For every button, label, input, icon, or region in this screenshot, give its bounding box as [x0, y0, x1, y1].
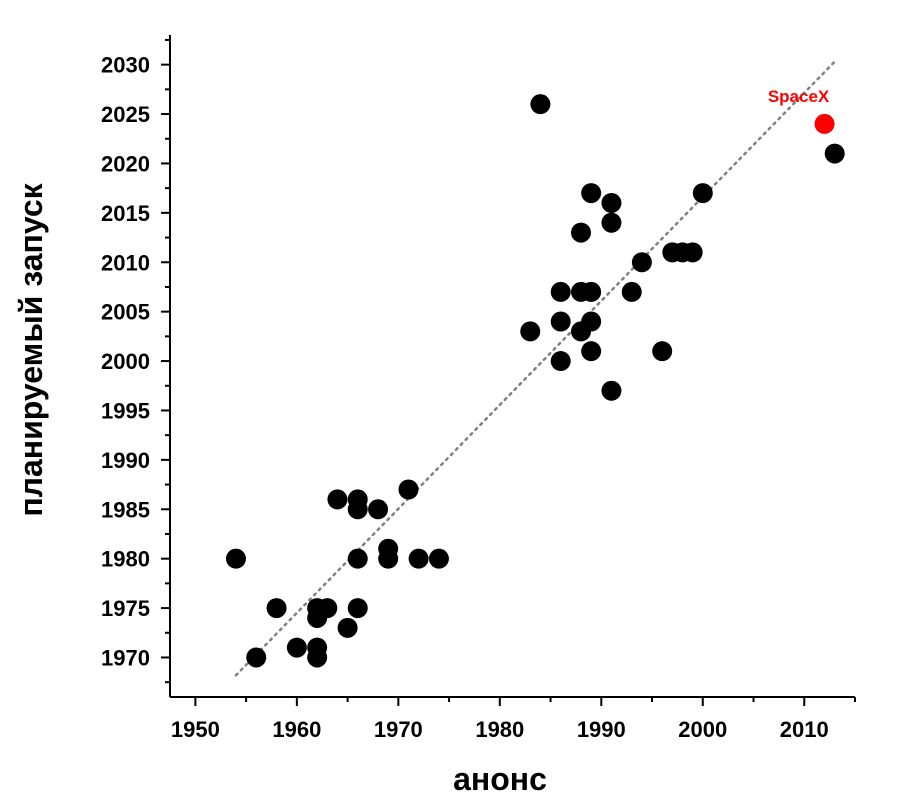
y-tick-label: 2030: [101, 53, 150, 78]
data-point: [692, 183, 713, 204]
y-tick-label: 2015: [101, 201, 150, 226]
data-point: [621, 281, 642, 302]
data-point: [652, 341, 673, 362]
y-tick-label: 1975: [101, 596, 150, 621]
data-point: [601, 380, 622, 401]
data-point: [225, 548, 246, 569]
x-tick-label: 2010: [780, 717, 829, 742]
y-tick-label: 2000: [101, 349, 150, 374]
data-point: [347, 499, 368, 520]
data-point: [398, 479, 419, 500]
y-tick-label: 2010: [101, 250, 150, 275]
data-point: [581, 341, 602, 362]
x-tick-label: 1970: [374, 717, 423, 742]
data-point: [286, 637, 307, 658]
data-point: [347, 548, 368, 569]
y-axis-title: планируемый запуск: [13, 182, 49, 516]
y-tick-label: 1995: [101, 398, 150, 423]
x-axis-title: анонс: [453, 761, 547, 797]
data-point: [327, 489, 348, 510]
trend-line-group: [234, 60, 836, 677]
data-point: [824, 143, 845, 164]
spacex-label: SpaceX: [768, 87, 830, 106]
data-point: [581, 311, 602, 332]
y-axis-ticks: 1970 1975 1980 1985 1990 1995 2000 2005 2010 2015…: [101, 38, 170, 684]
x-tick-label: 1950: [171, 717, 220, 742]
y-tick-label: 1980: [101, 547, 150, 572]
data-point: [378, 548, 399, 569]
data-point: [550, 311, 571, 332]
spacex-point: [814, 113, 835, 134]
y-tick-label: 1985: [101, 497, 150, 522]
y-tick-label: 1970: [101, 645, 150, 670]
data-point: [571, 222, 591, 243]
x-tick-label: 1990: [577, 717, 626, 742]
data-point: [520, 321, 541, 342]
y-tick-label: 2025: [101, 102, 150, 127]
plot-frame: [169, 35, 855, 698]
data-point: [682, 242, 703, 263]
x-tick-label: 1980: [475, 717, 524, 742]
data-point: [317, 598, 338, 619]
y-tick-label: 1990: [101, 448, 150, 473]
data-point: [347, 598, 368, 619]
data-point: [581, 281, 602, 302]
data-point: [408, 548, 429, 569]
trend-line: [234, 60, 836, 677]
data-point: [550, 281, 571, 302]
data-point: [428, 548, 449, 569]
data-point: [337, 617, 358, 638]
data-point: [530, 94, 551, 115]
x-tick-label: 1960: [272, 717, 321, 742]
data-point: [368, 499, 389, 520]
y-tick-label: 2005: [101, 300, 150, 325]
data-point: [581, 183, 602, 204]
data-points: [225, 94, 845, 668]
x-axis-ticks: 1950 1960 1970 1980 1990 2000 2010: [171, 697, 856, 742]
x-tick-label: 2000: [678, 717, 727, 742]
data-point: [631, 252, 652, 273]
data-point: [601, 212, 622, 233]
y-tick-label: 2020: [101, 151, 150, 176]
data-point: [307, 647, 328, 668]
data-point: [550, 351, 571, 372]
data-point: [266, 598, 287, 619]
data-point: [601, 192, 622, 213]
data-point: [246, 647, 267, 668]
